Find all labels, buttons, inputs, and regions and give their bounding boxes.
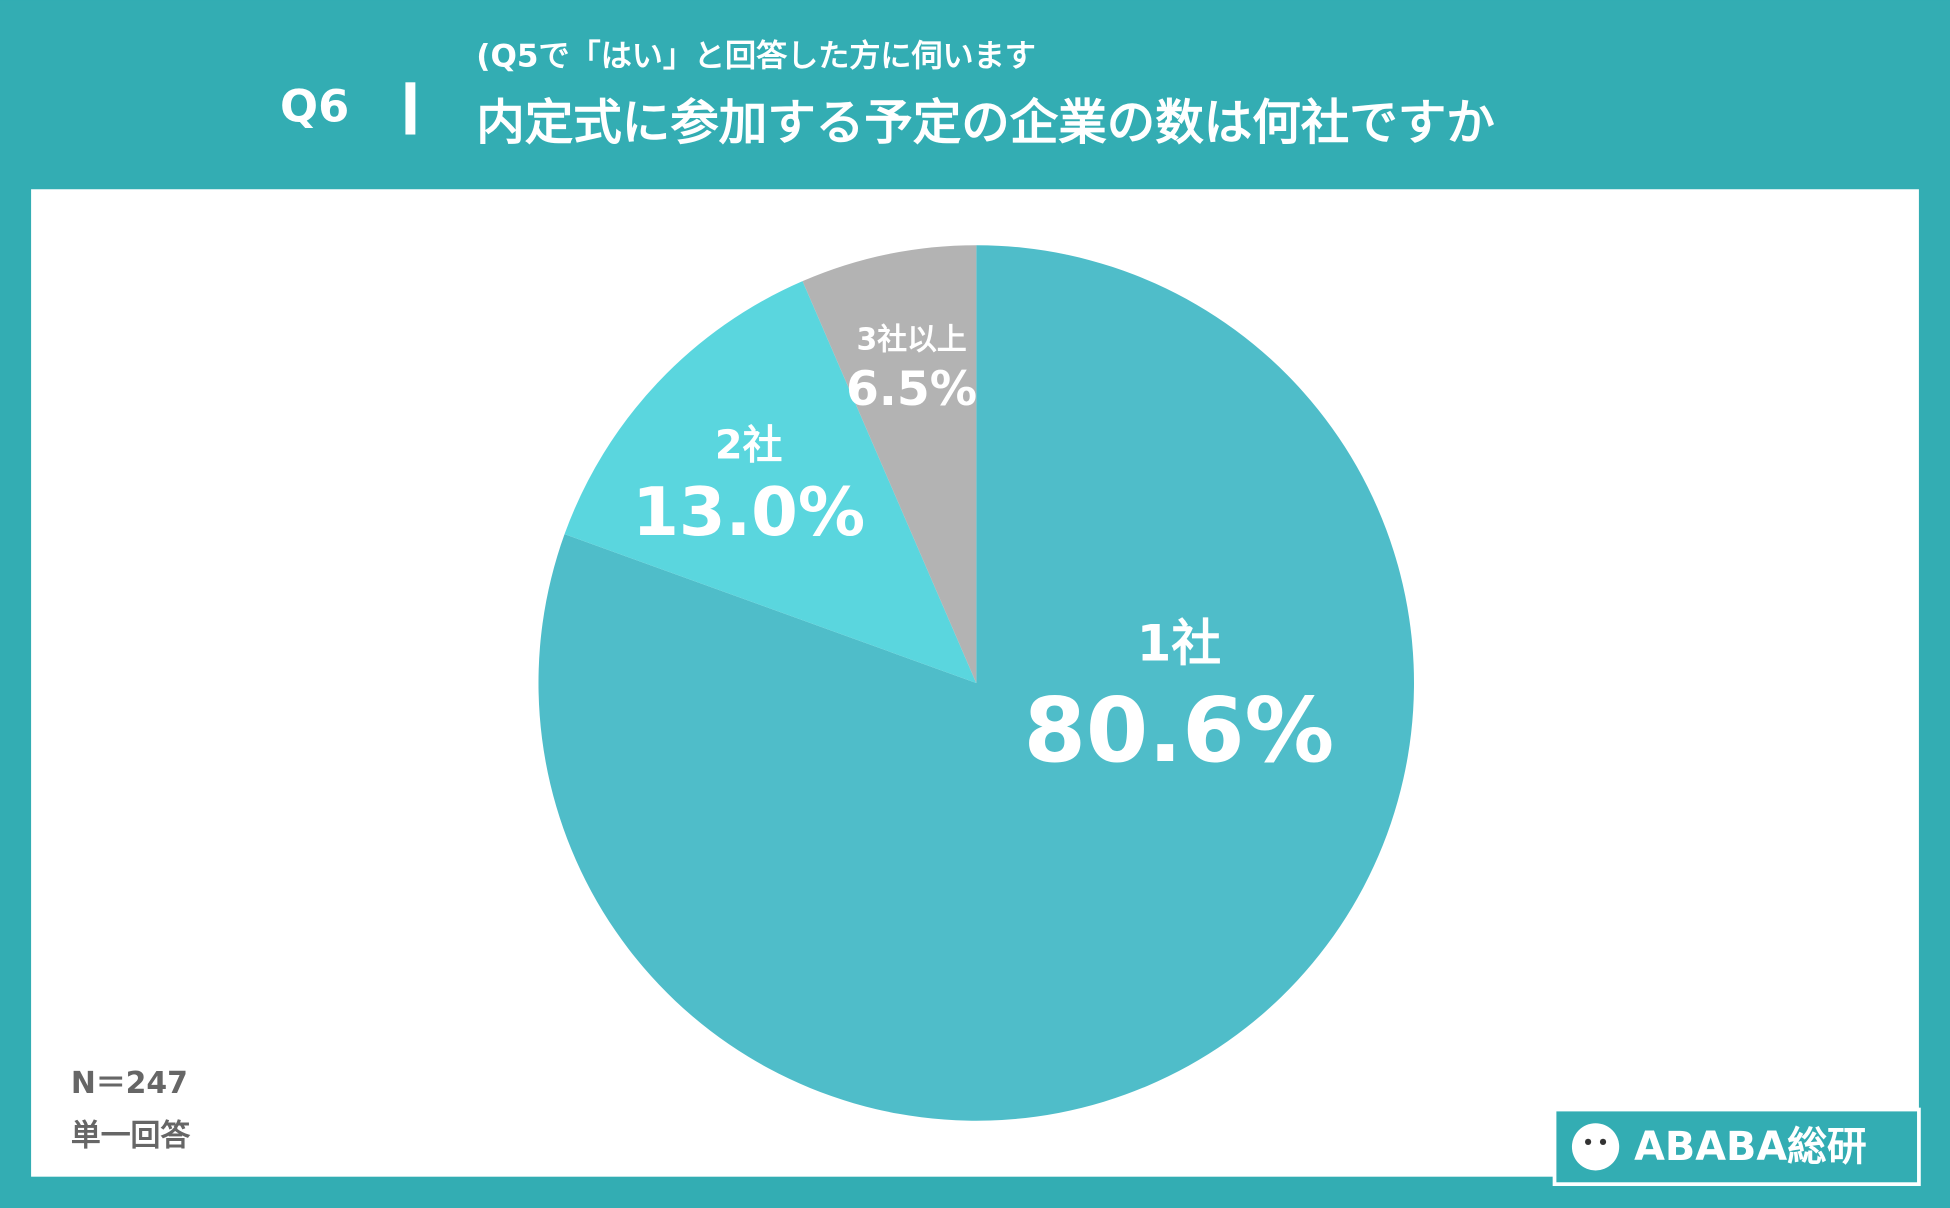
divider xyxy=(405,82,416,135)
brand-icon-eye xyxy=(1584,1138,1592,1145)
question-number: Q6 xyxy=(280,80,349,133)
slice-category: 3社以上 xyxy=(856,322,966,357)
pie-slice xyxy=(802,245,977,683)
brand-icon xyxy=(1571,1123,1620,1171)
pie-slice xyxy=(564,281,977,683)
slice-value-label: 13.0% xyxy=(632,473,865,551)
brand-icon-eye xyxy=(1599,1138,1607,1145)
slice-category: 1社 xyxy=(1137,614,1221,672)
pie-slice xyxy=(538,245,1414,1121)
note: 単一回答 xyxy=(71,1118,190,1153)
slice-value-label: 80.6% xyxy=(1024,679,1335,783)
chart-subtitle: (Q5で「はい」と回答した方に伺います xyxy=(476,38,1036,74)
brand-name: ABABA総研 xyxy=(1634,1124,1867,1170)
slice-category: 2社 xyxy=(715,422,782,468)
slice-value-label: 6.5% xyxy=(846,362,977,417)
note: N＝247 xyxy=(71,1066,188,1101)
pie xyxy=(538,245,1414,1121)
chart-title: 内定式に参加する予定の企業の数は何社ですか xyxy=(476,95,1495,151)
